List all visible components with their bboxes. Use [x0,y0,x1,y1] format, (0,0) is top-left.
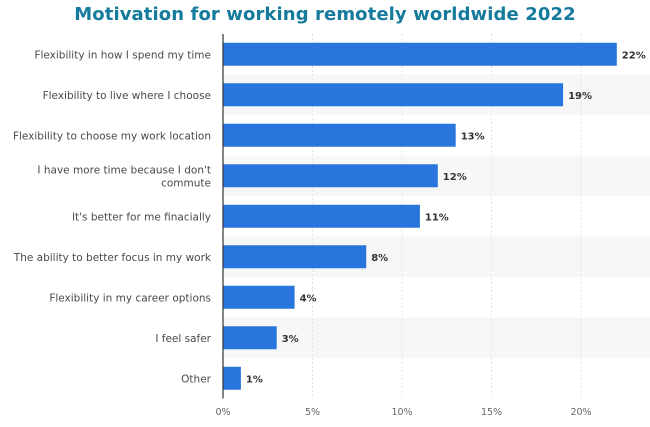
bars [223,42,617,390]
category-label: Flexibility to choose my work location [13,130,211,142]
value-labels: 22% 19% 13% 12% 11% 8% 4% 3% 1% [246,50,646,385]
value-label: 19% [568,91,592,102]
x-tick-label: 15% [481,407,502,418]
category-label: It's better for me finacially [72,211,211,223]
category-label-line: Flexibility in my career options [49,292,211,304]
category-label: The ability to better focus in my work [13,252,212,264]
category-label-line: I feel safer [155,333,211,345]
value-label: 4% [300,293,317,304]
value-label: 3% [282,334,299,345]
value-label: 1% [246,374,263,385]
x-tick-label: 20% [570,407,591,418]
category-label-line: Flexibility to live where I choose [43,90,211,102]
row-band [223,317,650,358]
category-label-line: commute [161,177,211,189]
category-label-line: The ability to better focus in my work [13,252,212,264]
value-label: 11% [425,212,449,223]
category-label: I feel safer [155,333,211,345]
bar[interactable] [223,83,564,107]
bar[interactable] [223,366,241,390]
x-tick-label: 0% [215,407,230,418]
category-label: I have more time because I don't commute [37,164,211,189]
bar[interactable] [223,326,277,350]
bar[interactable] [223,164,438,188]
category-label-line: Other [181,373,211,385]
value-label: 22% [622,50,646,61]
bar[interactable] [223,204,420,228]
bar[interactable] [223,42,617,66]
category-label: Flexibility in my career options [49,292,211,304]
x-tick-label: 10% [391,407,412,418]
category-label-line: Flexibility to choose my work location [13,130,211,142]
value-label: 12% [443,172,467,183]
category-label: Flexibility to live where I choose [43,90,211,102]
category-label: Other [181,373,211,385]
bar[interactable] [223,285,295,309]
bar[interactable] [223,123,456,147]
category-label-line: It's better for me finacially [72,211,211,223]
x-tick-label: 5% [305,407,320,418]
category-labels: Flexibility in how I spend my time Flexib… [13,49,212,385]
category-label-line: I have more time because I don't [37,164,211,176]
value-label: 8% [371,253,388,264]
value-label: 13% [461,131,485,142]
chart-title: Motivation for working remotely worldwid… [74,4,576,25]
category-label: Flexibility in how I spend my time [34,49,211,61]
category-label-line: Flexibility in how I spend my time [34,49,211,61]
x-tick-labels: 0% 5% 10% 15% 20% [215,407,591,418]
bar[interactable] [223,245,367,269]
